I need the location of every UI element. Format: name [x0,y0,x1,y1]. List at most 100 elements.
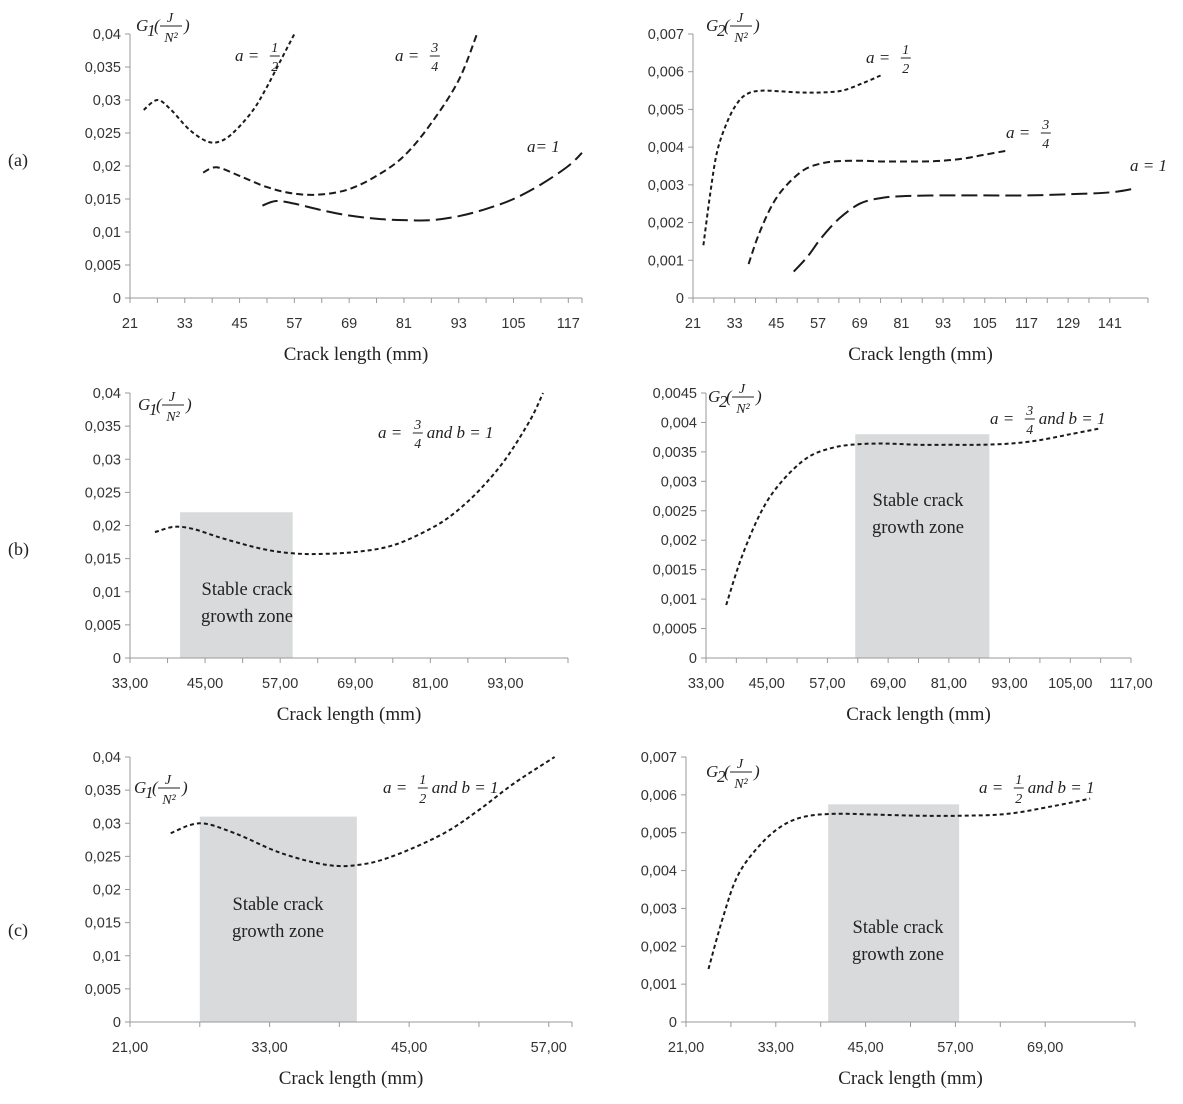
series-line-1 [143,33,296,144]
y-label-den: N² [165,410,180,425]
y-tick-label: 0,04 [93,750,121,766]
x-tick-label: 69 [852,316,868,332]
y-label-open-paren: ( [156,395,163,414]
x-tick-label: 45 [768,316,784,332]
y-label-sub: 2 [719,392,728,411]
x-tick-label: 45 [232,316,248,332]
series-line-3 [262,152,583,222]
series-line-1 [702,74,881,246]
series-label-1: a = 1 2 [866,43,911,77]
y-tick-label: 0,035 [85,783,121,799]
y-tick-label: 0 [113,291,121,307]
x-tick-label: 81 [396,316,412,332]
y-tick-label: 0,001 [661,592,697,608]
y-label-den: N² [161,793,176,808]
x-tick-label: 117 [557,316,580,332]
series-label-1-lhs: a = [383,778,407,797]
series-label-2: a = 3 4 [1006,118,1051,152]
y-tick-label: 0,03 [93,452,121,468]
x-tick-label: 69,00 [1027,1040,1063,1056]
x-axis-label: Crack length (mm) [838,1068,983,1089]
series-line-1 [170,756,556,868]
y-label-sub: 2 [717,21,726,40]
y-tick-label: 0,015 [85,552,121,568]
zone-label-line: growth zone [852,945,944,965]
y-tick-label: 0,0035 [653,445,697,461]
y-tick-label: 0,025 [85,849,121,865]
y-tick-label: 0,04 [93,386,121,402]
series-label-1: a = 3 4 and b = 1 [378,418,494,452]
y-tick-label: 0,006 [641,788,677,804]
x-tick-label: 21,00 [112,1040,148,1056]
y-label-open-paren: ( [152,778,159,797]
y-tick-label: 0,0015 [653,563,697,579]
y-tick-label: 0 [669,1015,677,1031]
x-tick-label: 93,00 [487,676,523,692]
chart-panels: 0 0,005 0,01 0,015 0,02 0,025 0,03 0,035 0,04 2 1 3… [85,11,1167,1089]
x-tick-label: 69,00 [870,676,906,692]
row-label-b: (b) [8,539,29,560]
y-label-sub: 1 [145,783,154,802]
y-label-open-paren: ( [154,16,161,35]
row-label-c: (c) [8,920,28,941]
zone-label-line: Stable crack [202,580,294,600]
series-label-1-lhs: a = [378,423,402,442]
y-tick-label: 0,01 [93,585,121,601]
series-label-1-rhs: and b = 1 [1039,409,1106,428]
y-label-num: J [737,11,744,26]
series-line-3 [792,187,1135,273]
series-label-1-num: 1 [902,43,909,58]
y-axis-label: G1(J N²) [138,390,192,425]
x-tick-label: 33,00 [112,676,148,692]
y-tick-label: 0,035 [85,60,121,76]
stable-zone [180,512,293,658]
x-tick-label: 69,00 [337,676,373,692]
y-tick-label: 0,006 [648,65,684,81]
y-label-prefix: G [706,16,718,35]
x-axis-label: Crack length (mm) [846,704,991,725]
y-tick-label: 0,02 [93,883,121,899]
y-tick-label: 0,015 [85,916,121,932]
y-label-prefix: G [136,16,148,35]
x-axis-label: Crack length (mm) [848,344,993,365]
x-tick-label: 69 [341,316,357,332]
x-tick-label: 81,00 [931,676,967,692]
y-label-close-paren: ) [753,16,760,35]
y-tick-label: 0,004 [661,415,697,431]
zone-label-line: Stable crack [233,895,325,915]
row-label-a: (a) [8,150,28,171]
series-label-3: a = 1 [1130,156,1167,175]
y-tick-label: 0,025 [85,485,121,501]
series-label-3-lhs: a = 1 [1130,156,1167,175]
y-tick-label: 0,005 [648,102,684,118]
y-label-sub: 1 [149,400,158,419]
y-axis-label: G1(J N²) [134,773,188,808]
x-tick-label: 105 [501,316,525,332]
x-tick-label: 45,00 [391,1040,427,1056]
y-label-close-paren: ) [183,16,190,35]
series-label-1-den: 4 [1026,423,1033,438]
y-label-den: N² [733,31,748,46]
x-tick-label: 93 [935,316,951,332]
series-label-1-den: 2 [1015,792,1022,807]
y-label-close-paren: ) [185,395,192,414]
stable-zone [199,816,357,1022]
x-tick-label: 33 [177,316,193,332]
x-tick-label: 33 [727,316,743,332]
series-label-1-lhs: a = [235,46,259,65]
x-tick-label: 141 [1098,316,1122,332]
series-label-2: a = 3 4 [395,41,440,75]
x-tick-label: 33,00 [688,676,724,692]
y-label-num: J [165,773,172,788]
y-tick-label: 0,002 [641,939,677,955]
series-label-2-den: 4 [431,60,438,75]
x-tick-label: 117 [1015,316,1038,332]
chart-panel-3: Stable crack growth zone 0 0,005 0,01 0,015 0,… [85,386,569,725]
zone-label-line: Stable crack [873,491,965,511]
x-tick-label: 57,00 [531,1040,567,1056]
series-label-1-lhs: a = [979,778,1003,797]
series-label-1-rhs: and b = 1 [1028,778,1095,797]
